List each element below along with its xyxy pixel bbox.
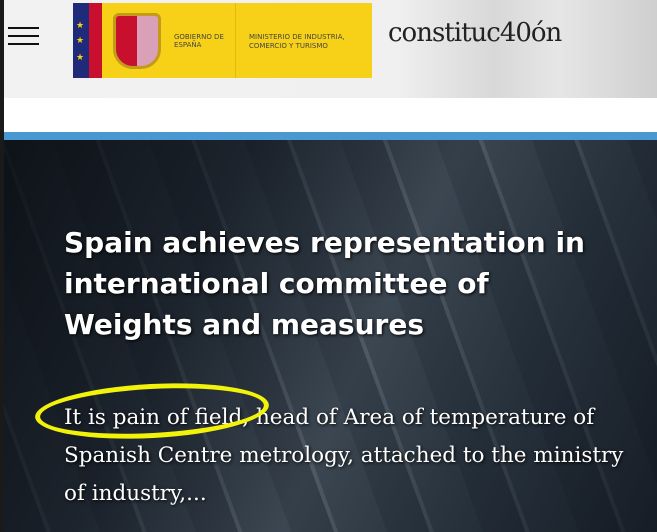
gobierno-text: GOBIERNO DE ESPAÑA (174, 33, 224, 49)
article-excerpt: It is pain of field, head of Area of tem… (64, 405, 624, 506)
article-title[interactable]: Spain achieves representation in interna… (64, 226, 585, 341)
left-edge (0, 0, 4, 532)
logo-divider (235, 3, 236, 78)
constitucion-logo[interactable]: constituc40ón (388, 18, 562, 48)
coat-of-arms-icon (113, 13, 161, 69)
flag-icon: ★ ★ ★ (73, 3, 102, 78)
hamburger-icon[interactable] (8, 24, 39, 46)
accent-stripe (4, 132, 657, 140)
constitucion-text: constituc40ón (388, 18, 562, 48)
hero-image (4, 140, 657, 532)
ministerio-text: MINISTERIO DE INDUSTRIA, COMERCIO Y TURI… (249, 33, 345, 50)
nav-band (4, 98, 657, 132)
government-logo[interactable]: ★ ★ ★ GOBIERNO DE ESPAÑA MINISTERIO DE IND… (73, 3, 372, 78)
